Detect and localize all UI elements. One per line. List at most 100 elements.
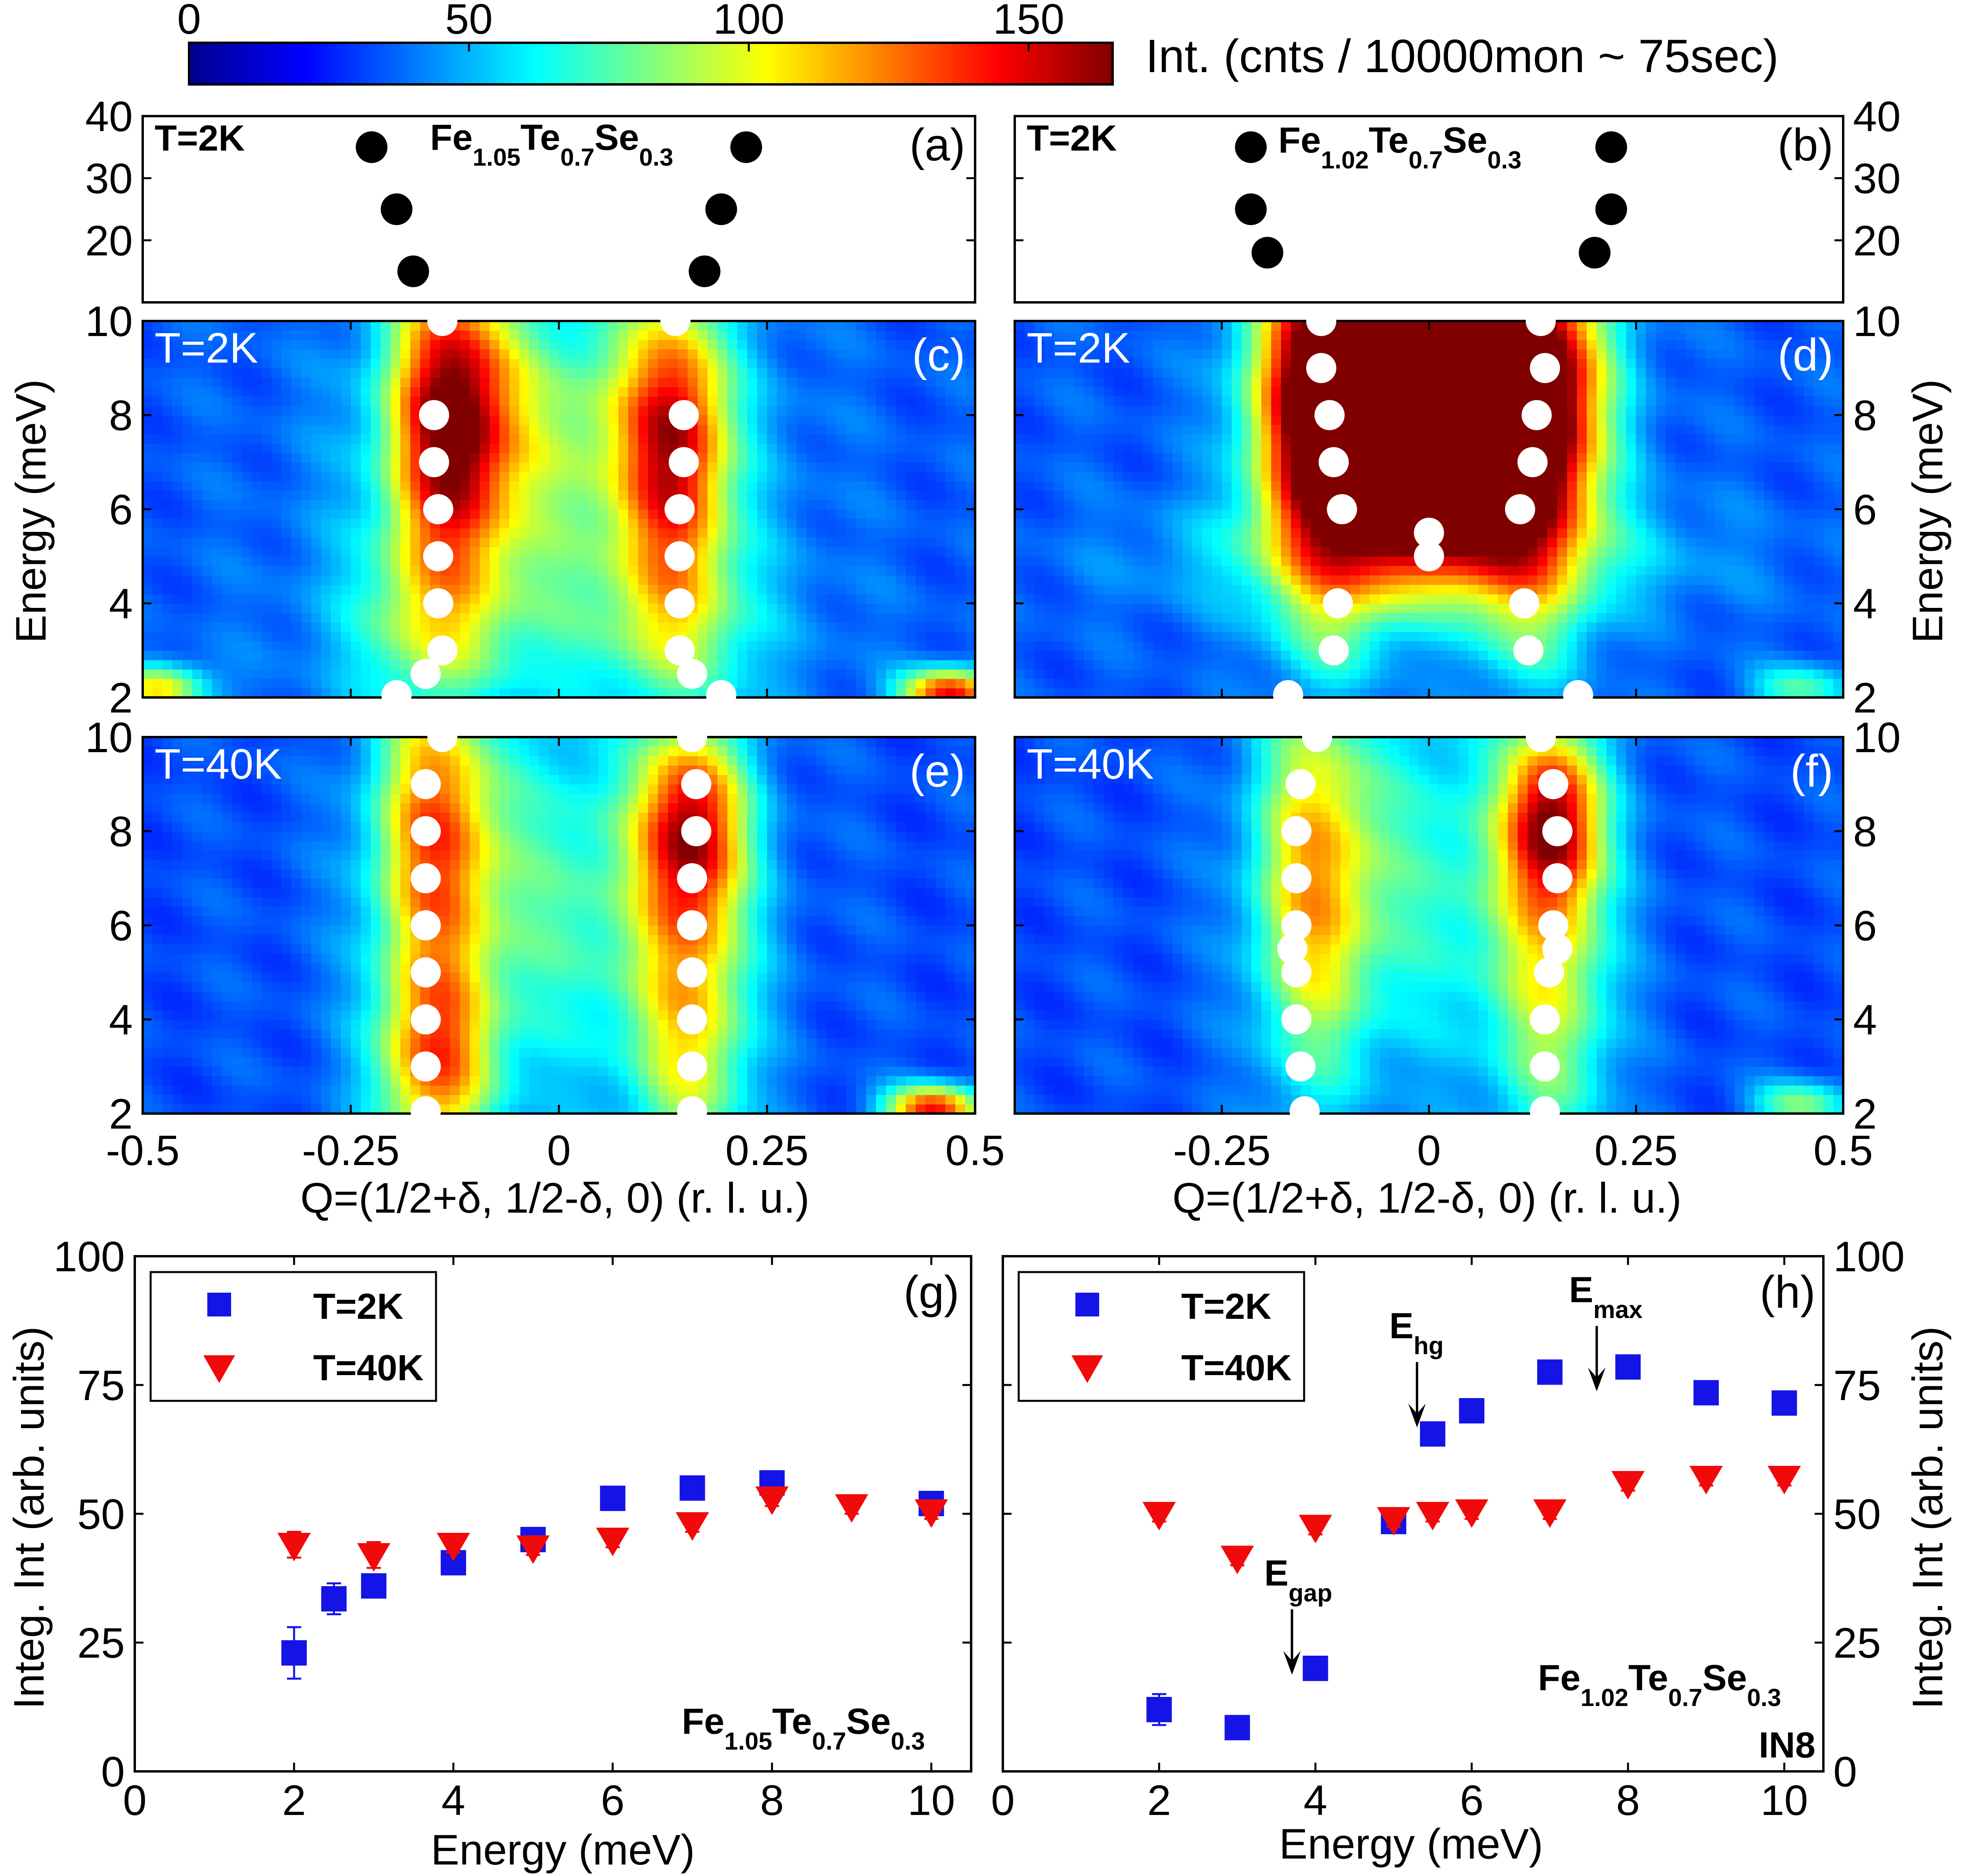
heatmap-cell — [1064, 368, 1075, 378]
heatmap-cell — [450, 462, 460, 472]
heatmap-cell — [549, 547, 559, 557]
heatmap-cell — [787, 641, 797, 651]
heatmap-cell — [390, 669, 401, 679]
heatmap-cell — [143, 613, 153, 623]
heatmap-cell — [163, 340, 173, 350]
heatmap-cell — [1251, 387, 1262, 397]
heatmap-cell — [698, 359, 708, 369]
heatmap-cell — [1271, 603, 1282, 613]
heatmap-cell — [341, 537, 351, 547]
heatmap-cell — [1202, 443, 1213, 453]
heatmap-cell — [886, 368, 896, 378]
heatmap-cell — [1143, 594, 1153, 604]
heatmap-cell — [797, 424, 807, 434]
heatmap-cell — [1360, 622, 1370, 632]
heatmap-cell — [836, 678, 847, 689]
heatmap-cell — [807, 359, 817, 369]
heatmap-cell — [281, 405, 292, 416]
heatmap-cell — [252, 481, 262, 491]
heatmap-cell — [1360, 415, 1370, 425]
heatmap-cell — [163, 509, 173, 519]
heatmap-cell — [341, 434, 351, 444]
heatmap-cell — [1212, 396, 1222, 406]
heatmap-cell — [1320, 340, 1331, 350]
heatmap-cell — [965, 603, 975, 613]
heatmap-cell — [965, 669, 975, 679]
heatmap-cell — [172, 641, 183, 651]
heatmap-cell — [1153, 405, 1163, 416]
heatmap-cell — [965, 462, 975, 472]
heatmap-cell — [331, 424, 341, 434]
heatmap-cell — [1301, 565, 1311, 576]
heatmap-cell — [262, 368, 272, 378]
heatmap-cell — [1074, 472, 1084, 481]
heatmap-cell — [351, 594, 361, 604]
heatmap-cell — [906, 340, 916, 350]
heatmap-cell — [301, 641, 312, 651]
heatmap-cell — [618, 641, 629, 651]
heatmap-cell — [460, 650, 470, 660]
heatmap-cell — [866, 594, 876, 604]
heatmap-cell — [1133, 528, 1144, 538]
heatmap-cell — [737, 415, 748, 425]
heatmap-cell — [688, 340, 698, 350]
panel-b-compound: Fe1.02Te0.7Se0.3 — [1278, 120, 1522, 174]
heatmap-cell — [826, 340, 837, 350]
heatmap-cell — [1301, 490, 1311, 501]
heatmap-cell — [876, 472, 886, 481]
heatmap-cell — [1360, 340, 1370, 350]
heatmap-cell — [172, 518, 183, 529]
heatmap-cell — [747, 585, 757, 594]
heatmap-cell — [886, 443, 896, 453]
heatmap-cell — [381, 660, 391, 670]
heatmap-cell — [1084, 377, 1094, 388]
heatmap-cell — [529, 424, 539, 434]
heatmap-cell — [1271, 613, 1282, 623]
heatmap-cell — [926, 321, 936, 331]
heatmap-cell — [400, 518, 411, 529]
heatmap-cell — [1113, 537, 1124, 547]
heatmap-cell — [767, 500, 777, 510]
heatmap-cell — [648, 396, 658, 406]
heatmap-cell — [945, 424, 956, 434]
heatmap-cell — [945, 396, 956, 406]
heatmap-cell — [1074, 547, 1084, 557]
heatmap-cell — [470, 518, 480, 529]
heatmap-cell — [717, 359, 728, 369]
heatmap-cell — [757, 688, 767, 697]
heatmap-cell — [163, 547, 173, 557]
heatmap-cell — [569, 650, 579, 660]
heatmap-cell — [1271, 349, 1282, 359]
heatmap-cell — [589, 650, 599, 660]
heatmap-cell — [1271, 415, 1282, 425]
heatmap-cell — [1094, 518, 1104, 529]
heatmap-cell — [807, 575, 817, 585]
heatmap-cell — [559, 443, 569, 453]
heatmap-cell — [351, 688, 361, 697]
heatmap-cell — [836, 594, 847, 604]
heatmap-cell — [608, 603, 619, 613]
heatmap-cell — [1143, 490, 1153, 501]
heatmap-cell — [579, 650, 589, 660]
heatmap-cell — [876, 424, 886, 434]
heatmap-cell — [955, 688, 966, 697]
heatmap-cell — [1094, 387, 1104, 397]
heatmap-cell — [1281, 528, 1291, 538]
heatmap-cell — [163, 377, 173, 388]
heatmap-cell — [569, 359, 579, 369]
heatmap-cell — [321, 537, 331, 547]
heatmap-cell — [460, 330, 470, 340]
heatmap-cell — [1034, 500, 1045, 510]
heatmap-cell — [1379, 330, 1390, 340]
heatmap-cell — [480, 594, 490, 604]
heatmap-cell — [143, 359, 153, 369]
heatmap-cell — [222, 613, 232, 623]
heatmap-cell — [1330, 537, 1341, 547]
heatmap-cell — [1330, 575, 1341, 585]
heatmap-cell — [460, 481, 470, 491]
heatmap-cell — [361, 500, 371, 510]
heatmap-cell — [955, 631, 966, 642]
heatmap-cell — [708, 481, 718, 491]
heatmap-cell — [559, 509, 569, 519]
heatmap-cell — [727, 481, 738, 491]
